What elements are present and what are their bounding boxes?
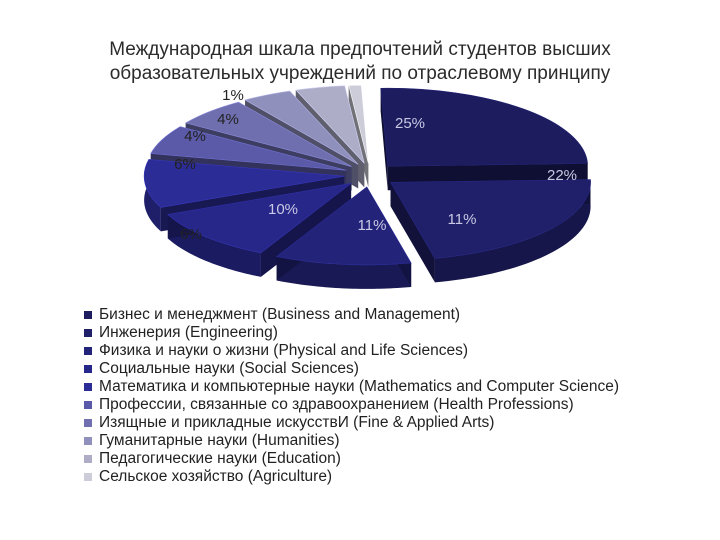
legend-label-2: Инженерия (Engineering) [99, 324, 278, 341]
pie-slice-side-3 [276, 256, 412, 289]
pie-slice-top-3 [275, 186, 412, 266]
chart-title-line-1: Международная шкала предпочтений студент… [109, 39, 611, 60]
legend-label-9: Педагогические науки (Education) [99, 450, 341, 467]
pie-slice-top-10 [348, 84, 369, 164]
pie-chart: 25% 22% 11% 11% 10% 6% 6% 4% 4% 1% [143, 84, 591, 289]
data-label-10: 1% [222, 87, 244, 104]
chart-title-line-2: образовательных учреждений по отраслевом… [109, 63, 611, 84]
data-label-7: 6% [174, 156, 196, 173]
legend-swatch-7 [84, 419, 92, 427]
pie-slice-top-5 [143, 159, 345, 208]
legend-item-2: Инженерия (Engineering) [84, 324, 619, 342]
legend-item-1: Бизнес и менеджмент (Business and Manage… [84, 306, 619, 324]
data-label-3: 11% [448, 211, 477, 228]
pie-slice-top-8 [244, 90, 359, 165]
data-label-9: 4% [217, 111, 239, 128]
legend-label-7: Изящные и прикладные искусствИ (Fine & A… [99, 414, 495, 431]
legend-item-3: Физика и науки о жизни (Physical and Lif… [84, 342, 619, 360]
data-label-8: 4% [184, 128, 206, 145]
pie-slice-2 [390, 179, 591, 283]
data-label-5: 10% [268, 201, 298, 218]
chart-title: Международная шкала предпочтений студент… [0, 38, 720, 86]
legend-label-3: Физика и науки о жизни (Physical and Lif… [99, 342, 469, 359]
legend-label-4: Социальные науки (Social Sciences) [99, 360, 359, 377]
legend-swatch-1 [84, 311, 92, 319]
pie-slice-top-1 [380, 87, 588, 167]
legend-swatch-6 [84, 401, 92, 409]
data-label-6: 6% [180, 226, 202, 243]
legend-label-1: Бизнес и менеджмент (Business and Manage… [99, 306, 461, 323]
legend-item-10: Сельское хозяйство (Agriculture) [84, 468, 619, 486]
pie-slice-top-2 [390, 179, 591, 259]
legend-item-4: Социальные науки (Social Sciences) [84, 360, 619, 378]
legend-swatch-10 [84, 473, 92, 481]
legend-swatch-3 [84, 347, 92, 355]
legend-item-6: Профессии, связанные со здравоохранением… [84, 396, 619, 414]
pie-slice-top-4 [167, 182, 352, 254]
legend-label-6: Профессии, связанные со здравоохранением… [99, 396, 574, 413]
legend-label-8: Гуманитарные науки (Humanities) [99, 432, 340, 449]
pie-slice-top-9 [295, 85, 365, 164]
legend-swatch-5 [84, 383, 92, 391]
pie-slice-3 [275, 186, 412, 289]
pie-slice-edge-2-2 [390, 182, 435, 283]
pie-slice-side-2 [434, 179, 591, 283]
data-label-1: 25% [395, 115, 425, 132]
legend-label-10: Сельское хозяйство (Agriculture) [99, 468, 333, 485]
pie-slice-edge-1-1 [380, 88, 388, 191]
pie-slice-top-7 [184, 101, 352, 167]
legend-item-8: Гуманитарные науки (Humanities) [84, 432, 619, 450]
legend-swatch-8 [84, 437, 92, 445]
legend-item-9: Педагогические науки (Education) [84, 450, 619, 468]
chart-legend: Бизнес и менеджмент (Business and Manage… [84, 306, 619, 486]
legend-item-5: Математика и компьютерные науки (Mathema… [84, 378, 619, 396]
data-label-4: 11% [358, 217, 387, 234]
legend-swatch-2 [84, 329, 92, 337]
data-label-2: 22% [547, 167, 577, 184]
pie-slice-top-6 [150, 126, 347, 171]
legend-swatch-4 [84, 365, 92, 373]
legend-label-5: Математика и компьютерные науки (Mathema… [99, 378, 620, 395]
legend-swatch-9 [84, 455, 92, 463]
legend-item-7: Изящные и прикладные искусствИ (Fine & A… [84, 414, 619, 432]
